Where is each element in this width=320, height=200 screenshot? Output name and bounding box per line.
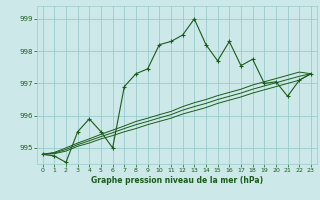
X-axis label: Graphe pression niveau de la mer (hPa): Graphe pression niveau de la mer (hPa)	[91, 176, 263, 185]
